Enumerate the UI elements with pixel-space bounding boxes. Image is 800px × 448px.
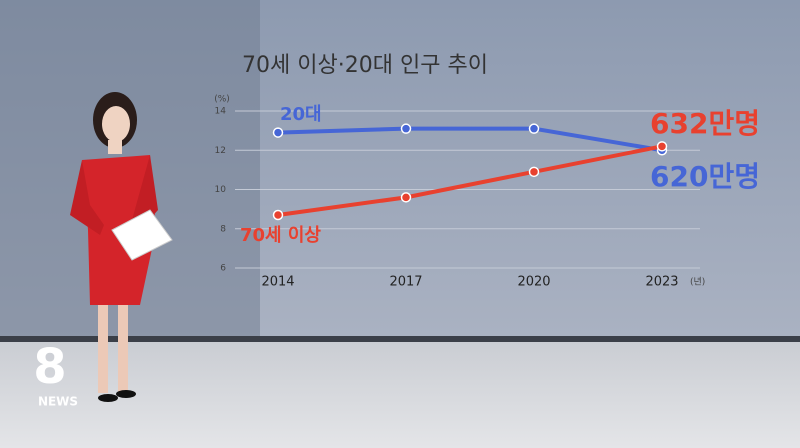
data-point (528, 123, 540, 134)
logo-text: NEWS (38, 395, 78, 409)
annotation: 632만명 (650, 107, 760, 140)
data-point (656, 141, 668, 152)
data-point (400, 123, 412, 134)
y-tick-label: 6 (220, 264, 226, 274)
x-tick-label: 2017 (389, 275, 422, 290)
y-tick-label: 8 (220, 224, 226, 234)
series-line (277, 126, 663, 153)
chart-title: 70세 이상·20대 인구 추이 (242, 53, 488, 78)
data-point (272, 209, 284, 221)
data-point (528, 166, 540, 178)
y-tick-label: 10 (215, 185, 227, 195)
data-point (400, 192, 412, 203)
y-unit: (%) (214, 95, 230, 105)
y-tick-label: 12 (215, 146, 226, 156)
x-tick-label: 2014 (261, 275, 294, 290)
logo-number: 8 (33, 339, 66, 395)
x-unit: (년) (690, 277, 705, 288)
presenter (70, 92, 173, 402)
data-point (272, 127, 284, 138)
y-tick-label: 14 (215, 107, 227, 117)
series-label: 20대 (280, 104, 322, 125)
x-tick-label: 2020 (517, 275, 550, 290)
x-tick-label: 2023 (645, 275, 678, 290)
series-label: 70세 이상 (240, 225, 321, 246)
wall-edge (0, 336, 800, 342)
series-line (277, 144, 663, 217)
annotation: 620만명 (650, 160, 760, 193)
